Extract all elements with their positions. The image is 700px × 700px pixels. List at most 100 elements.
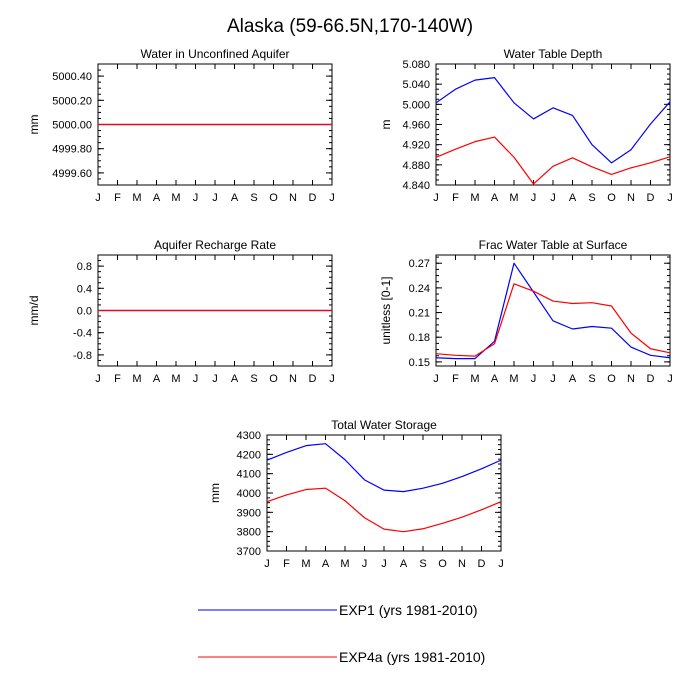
x-tick-label: F xyxy=(114,373,121,385)
x-tick-label: A xyxy=(231,192,239,204)
y-tick-label: 4100 xyxy=(237,469,261,481)
y-tick-label: 3800 xyxy=(237,527,261,539)
x-tick-label: S xyxy=(588,373,595,385)
panel-title: Water in Unconfined Aquifer xyxy=(141,47,290,61)
x-tick-label: D xyxy=(647,373,655,385)
x-tick-label: D xyxy=(309,373,317,385)
x-tick-label: J xyxy=(212,192,218,204)
x-tick-label: O xyxy=(438,558,447,570)
y-tick-label: 4000 xyxy=(237,488,261,500)
x-tick-label: N xyxy=(627,373,635,385)
x-tick-label: A xyxy=(491,373,499,385)
legend-label: EXP1 (yrs 1981-2010) xyxy=(339,602,478,618)
y-tick-label: 0.18 xyxy=(409,332,430,344)
x-tick-label: D xyxy=(478,558,486,570)
panel-title: Frac Water Table at Surface xyxy=(479,238,628,252)
x-tick-label: J xyxy=(498,558,504,570)
x-tick-label: M xyxy=(301,558,310,570)
legend-item-exp4a: EXP4a (yrs 1981-2010) xyxy=(198,649,485,665)
x-tick-label: O xyxy=(269,373,278,385)
x-tick-label: D xyxy=(647,192,655,204)
x-tick-label: O xyxy=(269,192,278,204)
x-tick-label: O xyxy=(607,373,616,385)
x-tick-label: M xyxy=(132,373,141,385)
x-tick-label: N xyxy=(289,373,297,385)
plot-frame xyxy=(266,434,502,552)
x-tick-label: N xyxy=(289,192,297,204)
x-tick-label: J xyxy=(95,373,101,385)
x-tick-label: J xyxy=(264,558,270,570)
x-tick-label: J xyxy=(329,373,335,385)
y-tick-label: 4999.80 xyxy=(52,144,92,156)
x-tick-label: F xyxy=(114,192,121,204)
x-tick-label: M xyxy=(132,192,141,204)
y-axis-label: m xyxy=(379,120,393,130)
x-tick-label: M xyxy=(470,373,479,385)
x-tick-label: O xyxy=(607,192,616,204)
y-tick-label: 0.8 xyxy=(77,261,92,273)
x-tick-label: A xyxy=(231,373,239,385)
y-tick-label: 0.0 xyxy=(77,306,92,318)
y-tick-label: 4300 xyxy=(237,430,261,442)
x-tick-label: J xyxy=(550,192,556,204)
x-tick-label: F xyxy=(452,373,459,385)
series-line-exp1 xyxy=(266,443,502,493)
x-tick-label: S xyxy=(250,373,257,385)
series-line-exp4a xyxy=(435,283,671,357)
series-line-exp4a xyxy=(266,487,502,533)
x-tick-label: N xyxy=(627,192,635,204)
y-tick-label: 5000.40 xyxy=(52,71,92,83)
y-tick-label: 5.080 xyxy=(402,59,430,71)
x-tick-label: J xyxy=(362,558,368,570)
y-tick-label: 5000.00 xyxy=(52,120,92,132)
x-tick-label: M xyxy=(509,192,518,204)
series-line-exp1 xyxy=(435,262,671,360)
x-tick-label: J xyxy=(667,192,673,204)
x-tick-label: J xyxy=(329,192,335,204)
y-tick-label: 0.21 xyxy=(409,308,430,320)
x-tick-label: M xyxy=(171,373,180,385)
y-axis-label: unitless [0-1] xyxy=(379,276,393,344)
x-tick-label: J xyxy=(531,192,537,204)
panel-title: Total Water Storage xyxy=(331,418,437,432)
x-tick-label: A xyxy=(400,558,408,570)
y-tick-label: -0.4 xyxy=(73,328,92,340)
x-tick-label: M xyxy=(340,558,349,570)
y-tick-label: 5.040 xyxy=(402,79,430,91)
x-tick-label: J xyxy=(531,373,537,385)
x-tick-label: J xyxy=(193,373,199,385)
x-tick-label: S xyxy=(419,558,426,570)
x-tick-label: M xyxy=(509,373,518,385)
x-tick-label: J xyxy=(667,373,673,385)
y-axis-label: mm xyxy=(27,115,41,135)
y-tick-label: 3900 xyxy=(237,507,261,519)
panel-title: Aquifer Recharge Rate xyxy=(154,238,276,252)
y-tick-label: 4999.60 xyxy=(52,168,92,180)
y-tick-label: 0.24 xyxy=(409,283,430,295)
x-tick-label: J xyxy=(433,373,439,385)
x-tick-label: A xyxy=(322,558,330,570)
x-tick-label: N xyxy=(458,558,466,570)
figure-title: Alaska (59-66.5N,170-140W) xyxy=(227,16,473,37)
legend-item-exp1: EXP1 (yrs 1981-2010) xyxy=(198,602,478,618)
x-tick-label: A xyxy=(153,192,161,204)
y-tick-label: 4.920 xyxy=(402,140,430,152)
y-tick-label: 3700 xyxy=(237,546,261,558)
y-tick-label: 5.000 xyxy=(402,99,430,111)
y-tick-label: 5000.20 xyxy=(52,95,92,107)
x-tick-label: J xyxy=(381,558,387,570)
x-tick-label: F xyxy=(283,558,290,570)
x-tick-label: J xyxy=(95,192,101,204)
y-tick-label: 4.840 xyxy=(402,180,430,192)
x-tick-label: J xyxy=(433,192,439,204)
series-line-exp1 xyxy=(435,77,671,164)
y-tick-label: -0.8 xyxy=(73,350,92,362)
y-axis-label: mm/d xyxy=(27,296,41,326)
